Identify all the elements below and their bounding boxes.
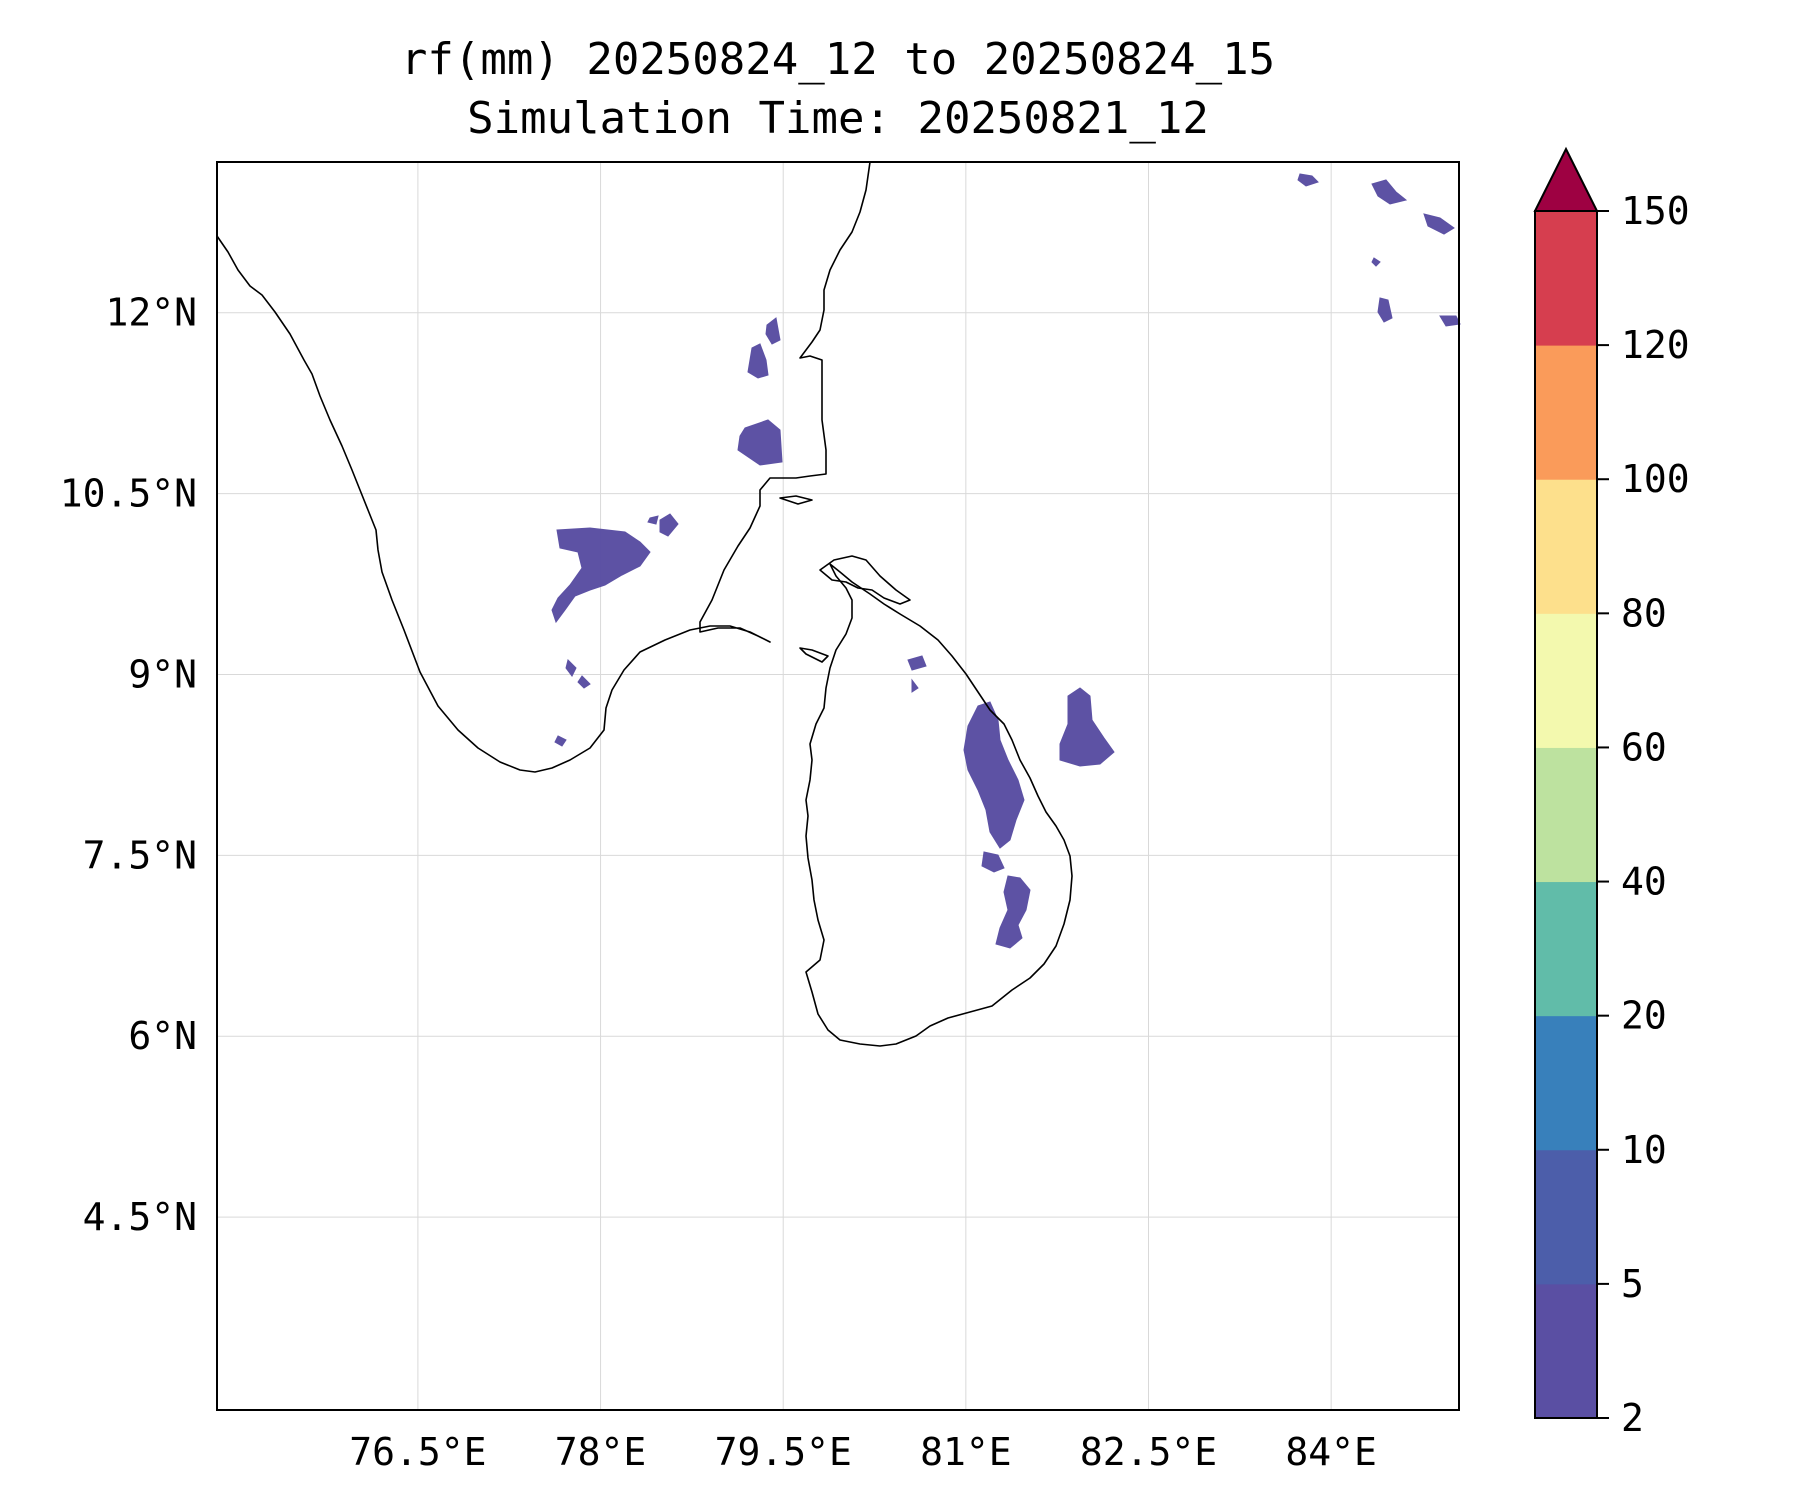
rain-patch-delta [737,419,783,466]
rain-patch-small-a [659,513,679,537]
colorbar-band [1535,613,1597,748]
colorbar-tick-label: 150 [1621,189,1690,233]
coastline-india [216,161,871,773]
colorbar-frame [1534,210,1598,1419]
longitude-tick-labels: 76.5°E 78°E 79.5°E 81°E 82.5°E 84°E [349,1430,1377,1474]
lon-tick-label: 82.5°E [1080,1430,1217,1474]
rain-patch-small-c [565,659,577,677]
rain-patch-north-2 [765,317,781,345]
colorbar-band [1535,345,1597,480]
colorbar-tick-label: 80 [1621,591,1667,635]
colorbar-tick-label: 120 [1621,323,1690,367]
lon-tick-label: 84°E [1285,1430,1377,1474]
coastline-mannar [799,647,829,663]
lat-tick-label: 7.5°N [83,833,197,877]
colorbar-tick-label: 2 [1621,1396,1644,1440]
colorbar-tick-label: 60 [1621,725,1667,769]
colorbar-band [1535,479,1597,614]
rain-patch-small-d [577,675,591,689]
coastlines [216,161,1073,1047]
colorbar-tick-label: 10 [1621,1128,1667,1172]
rain-patch-ne-2 [1423,213,1455,235]
rain-patch-north-1 [747,343,769,379]
title-line-2: Simulation Time: 20250821_12 [467,93,1209,144]
rain-patch-small-b [647,515,659,525]
rain-patch-small-e [554,735,567,747]
rain-patch-srilanka-south [995,875,1031,949]
rain-patch-ne-3 [1377,297,1393,323]
coastline-srilanka [805,563,1073,1047]
colorbar-extend-max-arrow [1533,146,1599,212]
rainfall-contours [551,173,1461,949]
lon-tick-label: 81°E [920,1430,1012,1474]
map-gridlines [217,162,1459,1410]
lat-tick-label: 4.5°N [83,1195,197,1239]
lat-tick-label: 6°N [128,1014,197,1058]
colorbar-tick-label: 20 [1621,994,1667,1038]
colorbar-band [1535,747,1597,883]
colorbar-tick-label: 5 [1621,1262,1644,1306]
title-line-1: rf(mm) 20250824_12 to 20250824_15 [401,34,1275,85]
rain-patch-srilanka-small [981,851,1005,873]
rain-patch-ne-5 [1297,173,1319,187]
colorbar: 2 5 10 20 40 60 80 100 120 150 [1533,146,1690,1440]
coastline-india-bay [779,495,813,505]
colorbar-band [1535,211,1597,346]
colorbar-band [1535,1149,1597,1285]
lat-tick-label: 12°N [105,291,197,335]
lat-tick-label: 10.5°N [60,472,197,516]
lon-tick-label: 79.5°E [715,1430,852,1474]
rain-patch-offshore-east [1059,687,1115,767]
lon-tick-label: 78°E [555,1430,647,1474]
colorbar-band [1535,881,1597,1017]
lat-tick-label: 9°N [128,652,197,696]
colorbar-band [1535,1015,1597,1151]
map-frame [216,161,1460,1411]
colorbar-tick-label: 40 [1621,860,1667,904]
colorbar-band [1535,1283,1597,1419]
latitude-tick-labels: 12°N 10.5°N 9°N 7.5°N 6°N 4.5°N [60,291,197,1239]
rain-patch-ne-6 [1371,257,1381,267]
map-panel: 76.5°E 78°E 79.5°E 81°E 82.5°E 84°E 12°N 10.5°… [60,161,1461,1474]
rain-patch-tamilnadu-west [551,527,651,624]
rain-patch-ne-1 [1371,179,1408,205]
rain-patch-jaffna-b [911,678,919,693]
rain-patch-jaffna-a [907,655,927,671]
lon-tick-label: 76.5°E [349,1430,486,1474]
coastline-jaffna [819,555,911,605]
colorbar-tick-label: 100 [1621,457,1690,501]
map-background [217,162,1459,1410]
rain-patch-srilanka-east [963,701,1025,849]
